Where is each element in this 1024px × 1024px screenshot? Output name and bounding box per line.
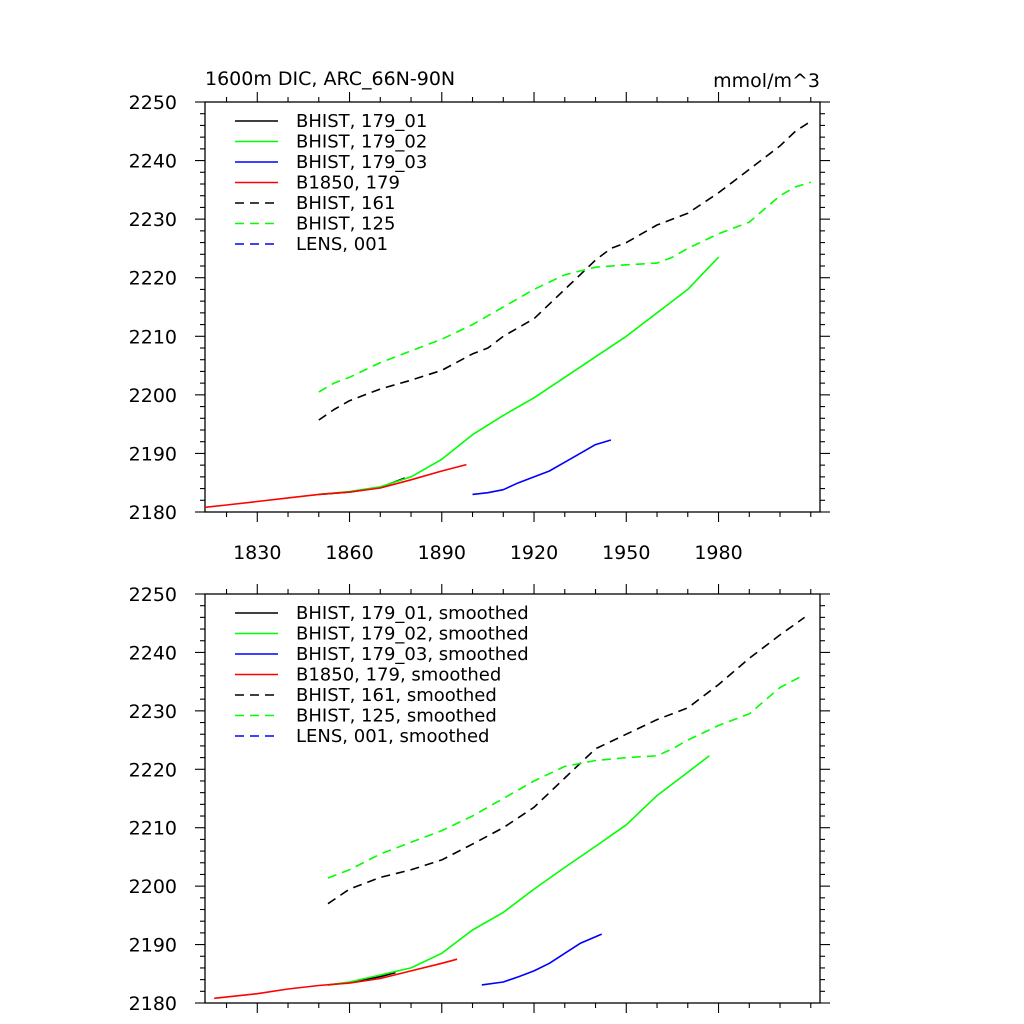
bottom-panel: 2180 2190 2200 2210 2220 2230 2240 2250 BHIST, 1…	[129, 584, 830, 1015]
y-tick-label: 2200	[129, 385, 177, 407]
legend-label: BHIST, 179_02	[296, 132, 427, 153]
legend-label: BHIST, 125, smoothed	[296, 706, 497, 727]
y-tick-label: 2250	[129, 92, 177, 114]
series-line-5	[327, 673, 805, 879]
y-tick-label: 2240	[129, 642, 177, 664]
series-line-2	[472, 439, 612, 496]
y-tick-label: 2190	[129, 443, 177, 465]
y-tick-label: 2220	[129, 759, 177, 781]
x-tick-label: 1830	[233, 542, 281, 564]
x-tick-label: 1860	[325, 542, 373, 564]
series-line-1	[318, 256, 720, 496]
series-line-1	[327, 755, 710, 986]
y-tick-label: 2180	[129, 993, 177, 1015]
legend-label: BHIST, 179_03, smoothed	[296, 644, 529, 665]
legend-label: BHIST, 179_02, smoothed	[296, 624, 529, 645]
top-panel: 1830 1860 1890 1920 1950 1980 2180 2190 2200 2210…	[129, 68, 830, 564]
series-lines	[214, 616, 806, 1000]
legend-label: LENS, 001, smoothed	[296, 726, 489, 747]
series-line-3	[214, 958, 458, 1000]
y-tick-label: 2210	[129, 818, 177, 840]
x-tick-label: 1950	[602, 542, 650, 564]
y-tick-label: 2220	[129, 268, 177, 290]
y-tick-label: 2210	[129, 326, 177, 348]
series-line-0	[318, 477, 406, 496]
series-lines	[205, 120, 812, 509]
legend-label: B1850, 179, smoothed	[296, 665, 501, 686]
y-tick-label: 2190	[129, 935, 177, 957]
y-tick-label: 2230	[129, 209, 177, 231]
series-line-2	[481, 933, 603, 986]
y-tick-label: 2250	[129, 584, 177, 606]
x-tick-label: 1980	[694, 542, 742, 564]
legend-label: BHIST, 125	[296, 214, 395, 235]
legend-label: BHIST, 161, smoothed	[296, 685, 497, 706]
series-line-4	[327, 616, 806, 905]
y-tick-label: 2200	[129, 876, 177, 898]
y-tick-label: 2180	[129, 502, 177, 524]
legend-label: LENS, 001	[296, 234, 388, 255]
legend-label: BHIST, 179_01	[296, 111, 427, 132]
x-tick-label: 1890	[418, 542, 466, 564]
legend-label: B1850, 179	[296, 173, 400, 194]
y-tick-label: 2230	[129, 701, 177, 723]
legend-label: BHIST, 179_03	[296, 152, 427, 173]
legend-label: BHIST, 161	[296, 193, 395, 214]
x-tick-label: 1920	[510, 542, 558, 564]
plot-frame	[204, 101, 821, 513]
series-line-5	[318, 181, 812, 393]
series-line-4	[318, 120, 812, 421]
chart-title: 1600m DIC, ARC_66N-90N	[205, 68, 455, 90]
units-label: mmol/m^3	[713, 70, 820, 92]
legend-label: BHIST, 179_01, smoothed	[296, 603, 529, 624]
series-line-3	[205, 463, 467, 509]
y-tick-label: 2240	[129, 151, 177, 173]
plot-frame	[204, 593, 821, 1004]
